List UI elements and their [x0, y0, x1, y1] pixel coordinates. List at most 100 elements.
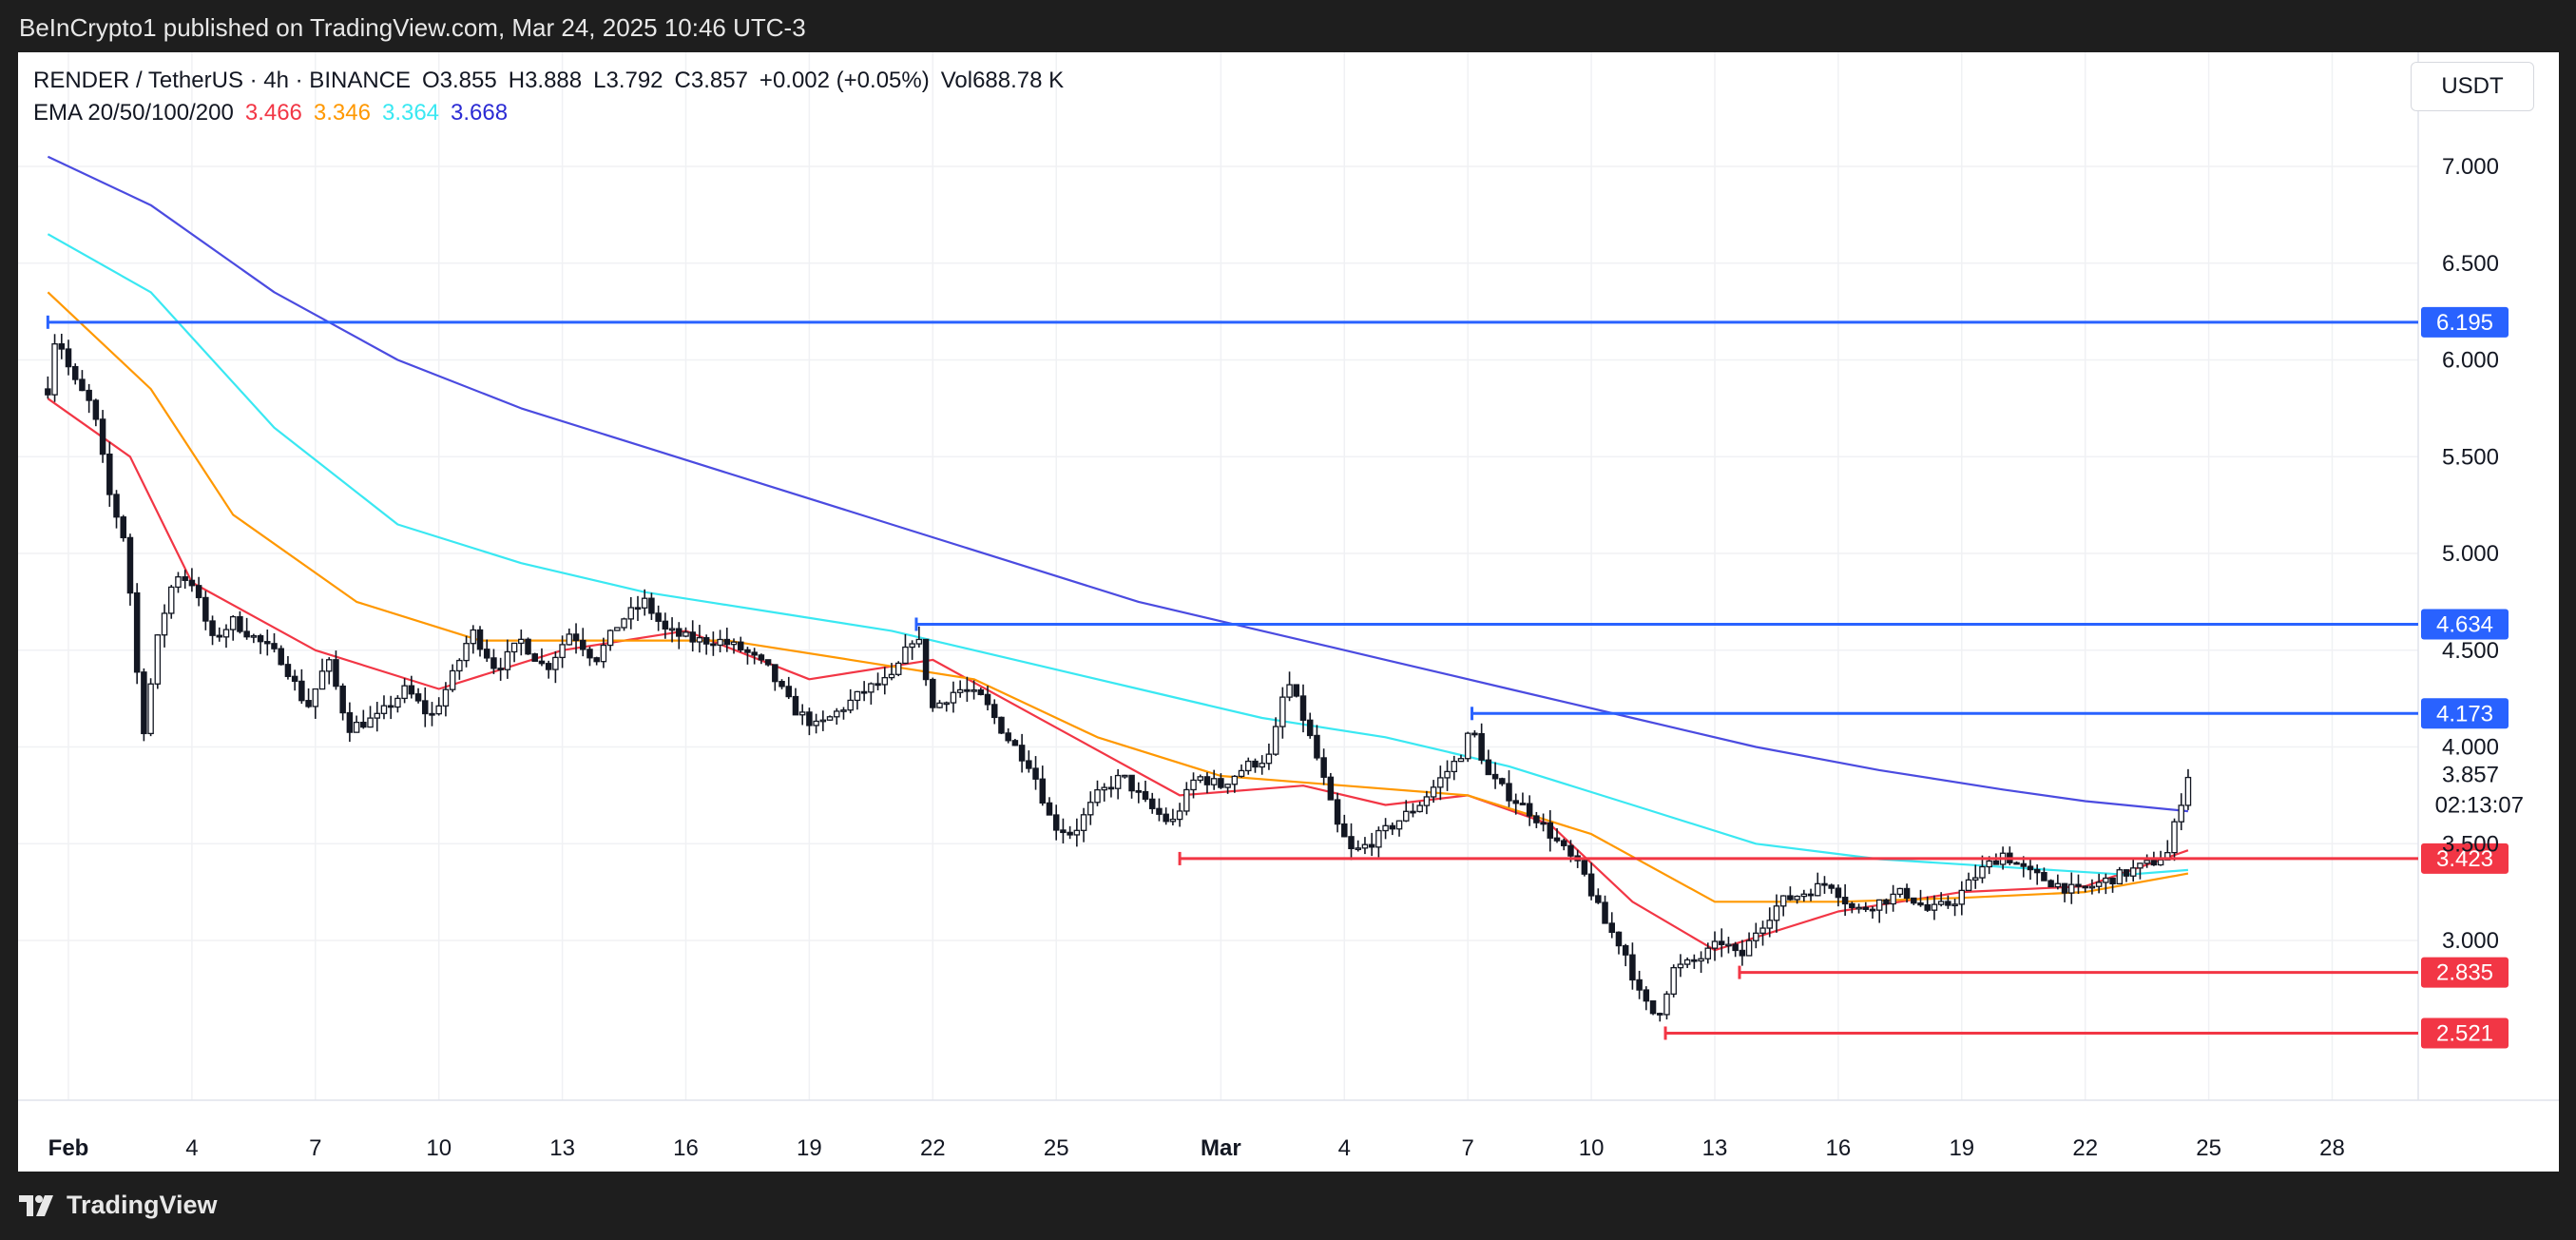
- x-tick-label: 10: [426, 1135, 452, 1161]
- candle: [1739, 940, 1746, 966]
- x-tick-label: 7: [309, 1135, 321, 1161]
- candle-body: [99, 418, 106, 455]
- candle: [593, 656, 600, 666]
- candle-body: [1026, 760, 1032, 769]
- candle: [490, 649, 497, 674]
- y-tick-label: 7.000: [2442, 154, 2499, 180]
- x-tick-label: 22: [2072, 1135, 2098, 1161]
- candle: [1073, 818, 1081, 847]
- candle: [1060, 818, 1067, 843]
- x-tick-label: 25: [2196, 1135, 2221, 1161]
- candle-body: [2061, 882, 2068, 894]
- candle-body: [1128, 774, 1135, 792]
- candle: [964, 676, 971, 703]
- candle-body: [621, 618, 627, 629]
- candle-body: [1519, 803, 1527, 805]
- x-tick-label: 4: [185, 1135, 198, 1161]
- candle-body: [1725, 943, 1732, 947]
- candle-body: [1218, 778, 1224, 788]
- candle: [1533, 811, 1540, 828]
- candle-body: [984, 693, 991, 706]
- x-tick-label: 16: [1826, 1135, 1852, 1161]
- candle-body: [449, 669, 456, 690]
- candle: [1107, 776, 1115, 798]
- candle: [126, 533, 134, 606]
- candle: [2123, 869, 2130, 882]
- candle: [1896, 887, 1904, 898]
- level-price-label: 2.521: [2436, 1020, 2493, 1046]
- candle-body: [1361, 843, 1369, 849]
- candle-body: [1265, 753, 1273, 765]
- candle-body: [1553, 837, 1561, 842]
- x-tick-label: Mar: [1201, 1135, 1241, 1161]
- candle-body: [1060, 829, 1067, 834]
- candle-body: [641, 597, 648, 609]
- candle-body: [1087, 802, 1094, 816]
- candle-body: [1073, 829, 1081, 836]
- candle-body: [1691, 959, 1698, 962]
- candle: [1176, 803, 1183, 827]
- candle-body: [2109, 877, 2116, 885]
- candle-body: [1005, 732, 1011, 742]
- candle: [387, 695, 394, 720]
- candle: [1272, 717, 1279, 756]
- candle: [1148, 792, 1156, 814]
- candle: [1348, 823, 1355, 861]
- candle: [1663, 991, 1670, 1020]
- candle: [881, 667, 889, 695]
- candle-body: [483, 649, 490, 659]
- candle: [1286, 671, 1293, 702]
- candle-body: [182, 576, 188, 581]
- candle: [1005, 727, 1011, 744]
- candle-body: [2103, 877, 2109, 883]
- candle-body: [1745, 940, 1753, 957]
- candle: [141, 668, 147, 742]
- candle: [1945, 895, 1951, 909]
- candle: [374, 702, 380, 732]
- candle: [1602, 895, 1608, 924]
- candle-body: [325, 659, 333, 672]
- candle-body: [998, 716, 1005, 734]
- candle: [744, 647, 751, 665]
- candle-body: [243, 630, 250, 638]
- candle-body: [2123, 869, 2130, 877]
- candle-body: [229, 615, 237, 630]
- candle-body: [346, 711, 354, 733]
- candle-body: [751, 651, 758, 656]
- currency-button[interactable]: USDT: [2411, 62, 2534, 111]
- candle: [1698, 951, 1704, 973]
- ema20-value: 3.466: [244, 100, 302, 126]
- candle: [1835, 884, 1842, 907]
- candle-body: [209, 620, 216, 636]
- candle-body: [1587, 873, 1595, 897]
- candle: [1114, 768, 1122, 800]
- candle-body: [545, 663, 552, 670]
- candle: [2095, 873, 2103, 894]
- candle: [264, 630, 271, 656]
- symbol-pair[interactable]: RENDER / TetherUS · 4h · BINANCE: [33, 68, 411, 93]
- candle-body: [1615, 931, 1623, 947]
- price-change: +0.002 (+0.05%): [759, 68, 930, 93]
- ema-label[interactable]: EMA 20/50/100/200: [33, 100, 234, 126]
- candle: [531, 652, 538, 662]
- volume: Vol688.78 K: [940, 68, 1065, 93]
- candle: [1704, 942, 1712, 964]
- candle: [1828, 883, 1835, 894]
- candle-body: [1917, 902, 1924, 906]
- candle-body: [1375, 829, 1382, 848]
- candle-body: [1299, 695, 1307, 721]
- x-tick-label: 13: [549, 1135, 575, 1161]
- tradingview-logo[interactable]: TradingView: [19, 1191, 218, 1220]
- chart-panel[interactable]: 6.195 4.634 4.173 3.423 2.835 2.521 7.000 6.500…: [18, 52, 2559, 1172]
- candle-body: [1567, 844, 1574, 857]
- candle-body: [470, 629, 477, 645]
- candle-body: [339, 685, 346, 714]
- candle-body: [1657, 1013, 1663, 1016]
- candle-body: [1718, 940, 1725, 945]
- candle: [1815, 872, 1821, 897]
- candle: [819, 710, 827, 731]
- candle: [991, 699, 998, 725]
- price-chart[interactable]: 6.195 4.634 4.173 3.423 2.835 2.521 7.000 6.500…: [18, 52, 2559, 1172]
- candle: [984, 686, 991, 711]
- candle-body: [552, 656, 559, 670]
